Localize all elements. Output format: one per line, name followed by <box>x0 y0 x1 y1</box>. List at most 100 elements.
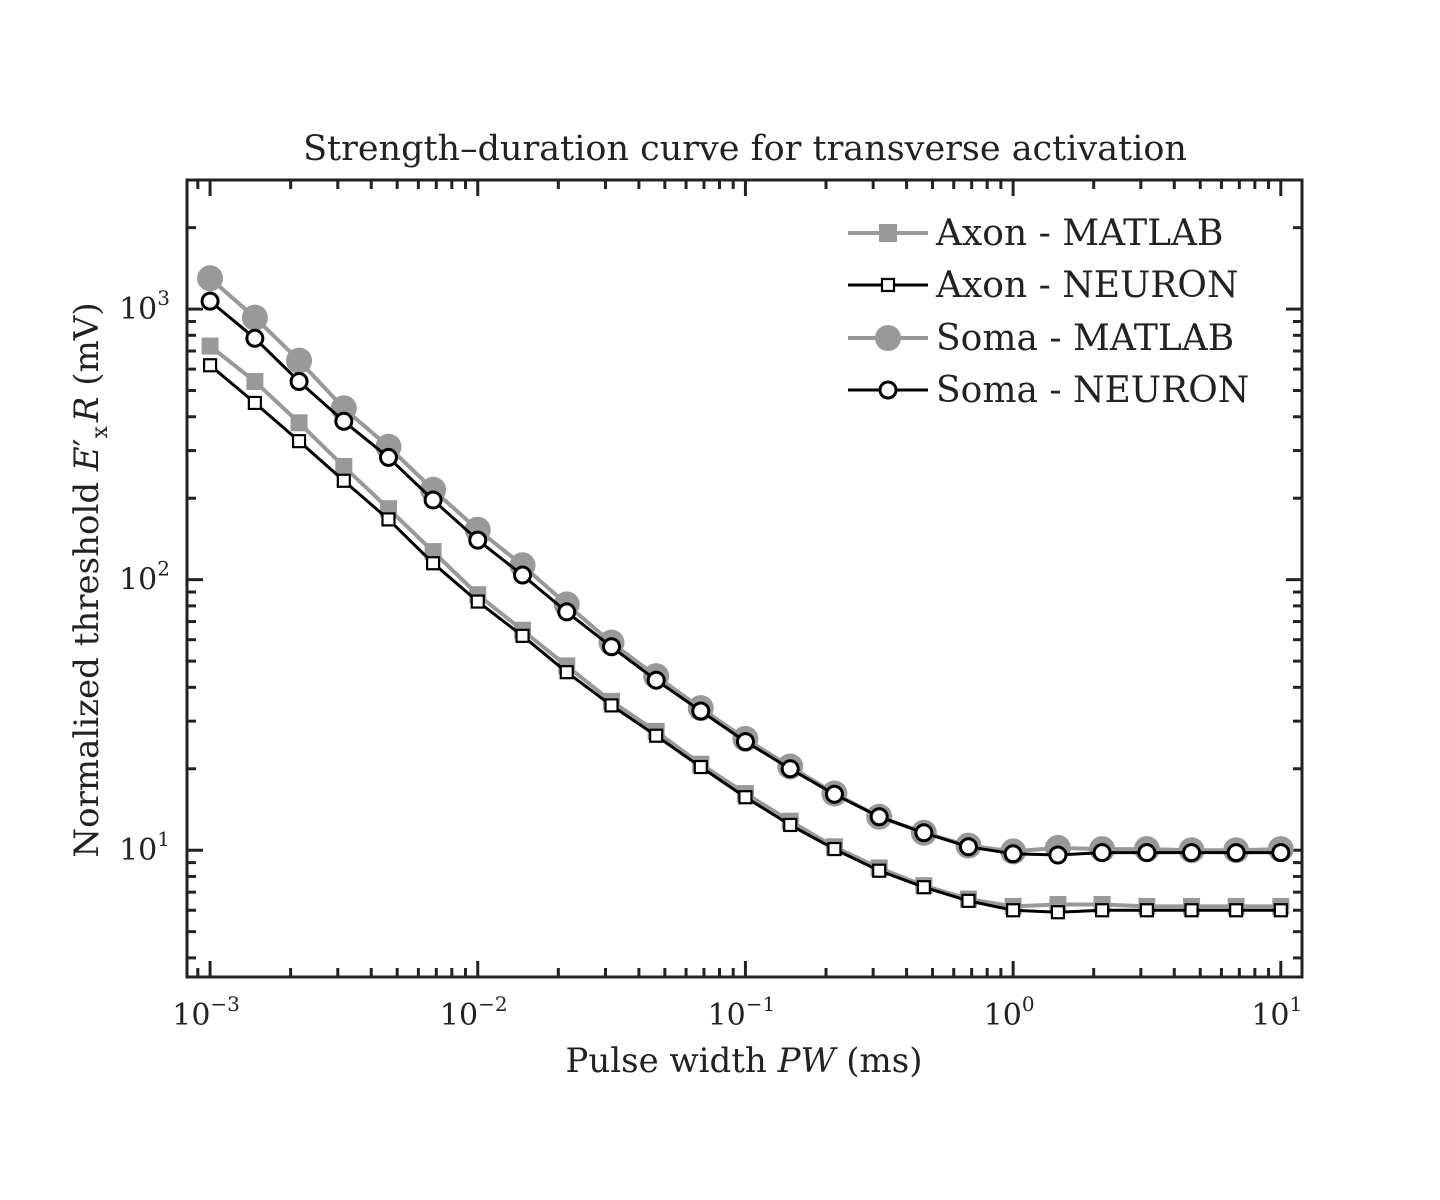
data-point <box>735 732 755 752</box>
data-point <box>202 358 218 373</box>
data-point <box>289 372 309 392</box>
y-tick-label: 101 <box>119 827 170 868</box>
y-axis-label-prime: ′ <box>67 439 107 447</box>
x-tick-label-exponent: −3 <box>210 992 239 1016</box>
data-point <box>1273 903 1288 918</box>
y-tick-label: 102 <box>119 557 170 598</box>
x-tick-label: 10−3 <box>172 992 240 1033</box>
x-tick-label-exponent: −1 <box>746 992 775 1016</box>
data-point <box>783 817 798 833</box>
legend-entry: Soma - NEURON <box>848 370 1249 411</box>
data-point <box>693 759 708 775</box>
series-line <box>208 276 1281 854</box>
data-point <box>604 698 619 713</box>
x-tick-label: 10−2 <box>440 992 508 1033</box>
legend-label: Soma - NEURON <box>936 370 1249 411</box>
x-tick-label-base: 10 <box>172 998 210 1033</box>
data-point <box>1226 843 1246 863</box>
data-point <box>1139 903 1154 918</box>
data-point <box>875 325 901 351</box>
y-tick-label-base: 10 <box>119 833 157 868</box>
data-point <box>780 759 800 779</box>
data-point <box>878 380 898 400</box>
x-axis-label: Pulse width PW (ms) <box>566 1041 923 1081</box>
data-point <box>738 790 753 805</box>
y-tick-label-exponent: 1 <box>157 827 170 851</box>
y-axis-label-symbol-tail: R <box>67 397 107 424</box>
data-point <box>241 304 268 331</box>
y-axis-label-symbol: E <box>67 446 107 472</box>
data-point <box>1095 903 1110 918</box>
data-point <box>1006 903 1021 918</box>
x-tick-label-base: 10 <box>708 998 746 1033</box>
data-point <box>557 602 577 622</box>
x-tick-label-base: 10 <box>984 998 1022 1033</box>
data-point <box>1271 843 1291 863</box>
data-point <box>424 543 442 561</box>
legend-label: Axon - MATLAB <box>935 213 1223 254</box>
data-point <box>1050 905 1066 920</box>
data-point <box>291 434 307 449</box>
data-point <box>1048 845 1068 865</box>
data-point <box>827 841 842 857</box>
data-point <box>916 880 931 895</box>
data-point <box>334 411 354 431</box>
data-point <box>513 565 533 585</box>
series-layer <box>197 265 1294 920</box>
x-axis-label-prefix: Pulse width <box>566 1041 778 1081</box>
data-point <box>470 594 485 609</box>
y-axis-label-suffix: (mV) <box>67 302 107 396</box>
y-tick-label-base: 10 <box>119 563 157 598</box>
axis-ticks <box>187 178 1302 977</box>
data-point <box>824 784 844 804</box>
y-tick-label-base: 10 <box>119 292 157 327</box>
data-point <box>286 347 313 374</box>
data-point <box>197 265 224 292</box>
data-point <box>247 395 262 411</box>
data-point <box>646 670 666 690</box>
x-axis-label-suffix: (ms) <box>835 1041 922 1081</box>
series-axon-neuron <box>202 358 1288 920</box>
data-point <box>1229 903 1244 918</box>
x-tick-label-base: 10 <box>440 998 478 1033</box>
x-tick-label: 101 <box>1251 992 1302 1033</box>
legend: Axon - MATLAB Axon - NEURON Soma - MATLAB S… <box>848 213 1249 411</box>
data-point <box>961 893 976 908</box>
data-point <box>246 373 264 391</box>
data-point <box>378 447 398 467</box>
data-point <box>515 628 530 643</box>
data-point <box>880 277 896 293</box>
data-point <box>1137 843 1157 863</box>
data-point <box>425 556 441 571</box>
data-point <box>245 328 265 348</box>
x-tick-label: 10−1 <box>708 992 776 1033</box>
data-point <box>200 291 220 311</box>
x-axis-label-symbol: PW <box>777 1041 839 1081</box>
data-point <box>958 837 978 857</box>
series-line <box>209 364 1281 914</box>
data-point <box>869 807 889 827</box>
data-point <box>423 490 443 510</box>
x-tick-label-exponent: −2 <box>478 992 507 1016</box>
chart-title: Strength–duration curve for transverse a… <box>303 129 1187 169</box>
y-tick-label: 103 <box>119 286 170 327</box>
data-point <box>335 457 353 475</box>
y-axis-label-subscript: x <box>88 426 113 439</box>
data-point <box>381 512 396 527</box>
data-point <box>879 224 897 242</box>
x-tick-labels: 10−3 10−2 10−1 100 101 <box>172 992 1302 1033</box>
data-point <box>1003 844 1023 864</box>
data-point <box>290 414 308 432</box>
y-axis-label-prefix: Normalized threshold <box>67 471 107 858</box>
legend-label: Soma - MATLAB <box>936 318 1234 359</box>
data-point <box>1092 843 1112 863</box>
y-tick-label-exponent: 2 <box>157 557 170 581</box>
data-point <box>649 728 664 743</box>
data-point <box>691 701 711 721</box>
y-axis-label: Normalized threshold E′xR (mV) <box>67 302 113 857</box>
legend-entry: Axon - MATLAB <box>848 213 1223 254</box>
x-tick-label-base: 10 <box>1251 998 1289 1033</box>
series-soma-neuron <box>200 291 1291 865</box>
